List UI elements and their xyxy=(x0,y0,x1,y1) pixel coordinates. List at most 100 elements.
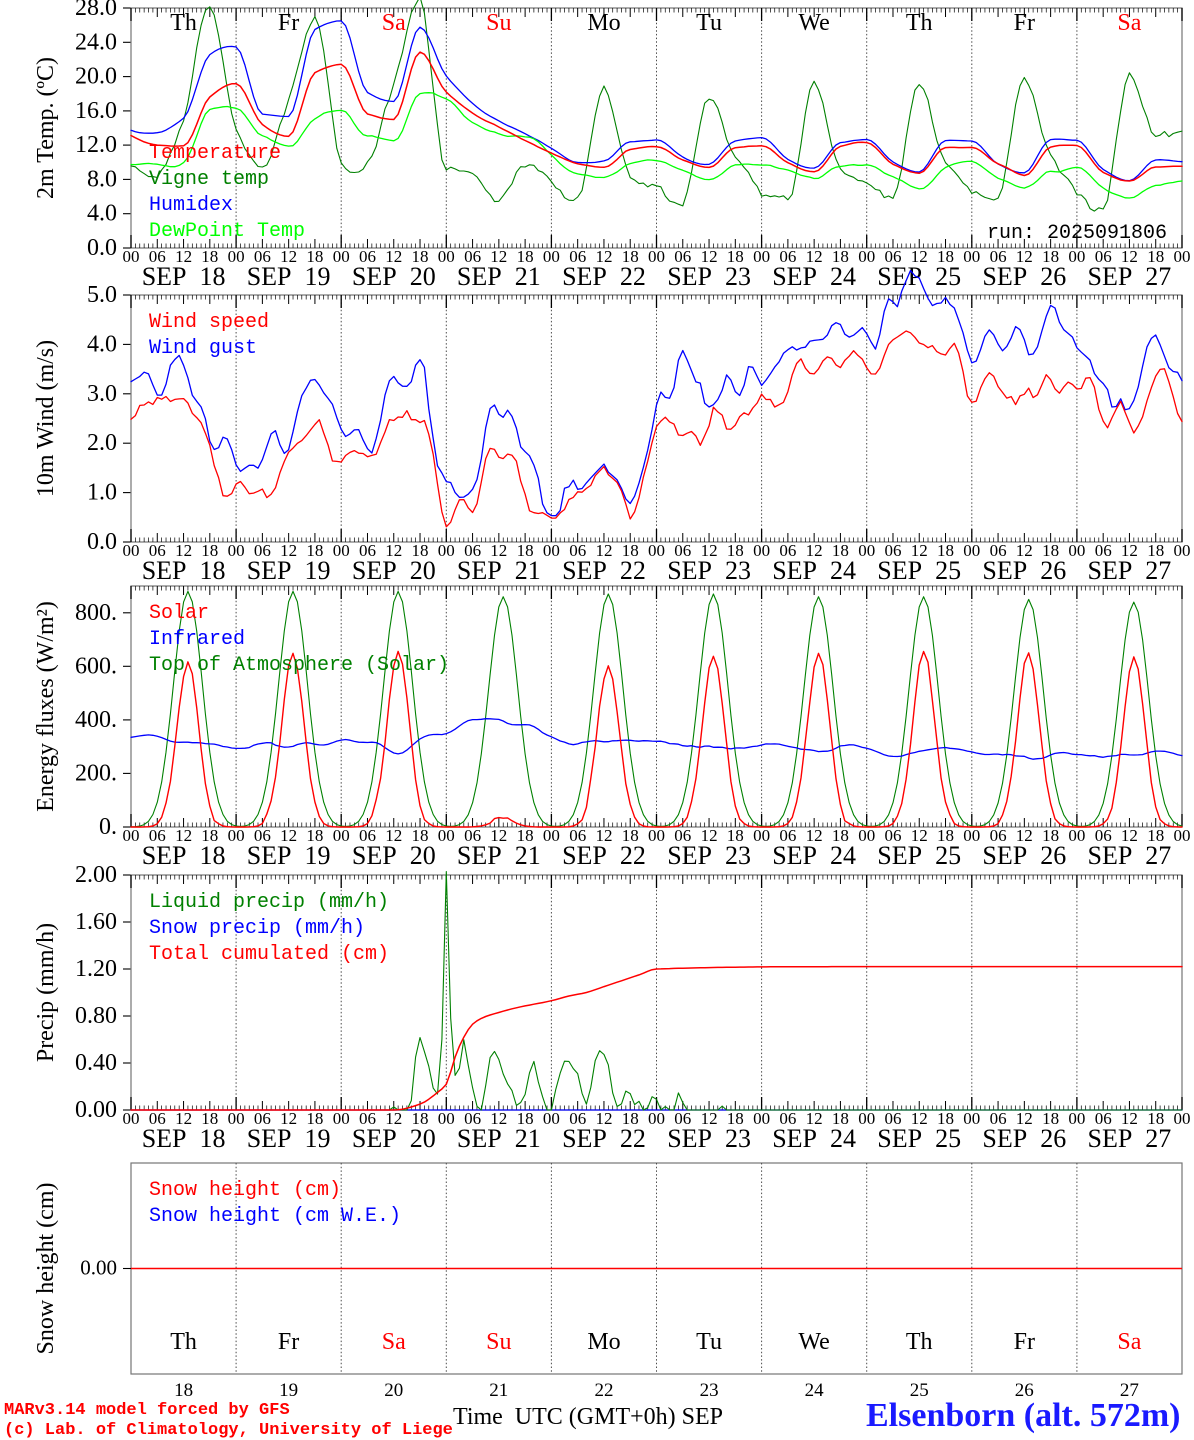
svg-text:00: 00 xyxy=(543,826,560,845)
svg-text:Fr: Fr xyxy=(1014,1329,1035,1355)
svg-text:00: 00 xyxy=(753,541,770,560)
svg-text:Tu: Tu xyxy=(696,1329,722,1355)
svg-text:00: 00 xyxy=(858,1109,875,1128)
svg-text:SEP 21: SEP 21 xyxy=(457,841,541,870)
svg-text:00: 00 xyxy=(963,826,980,845)
svg-text:SEP 19: SEP 19 xyxy=(247,841,331,870)
svg-text:0.40: 0.40 xyxy=(75,1050,117,1076)
svg-text:Mo: Mo xyxy=(587,1329,620,1355)
svg-text:1.20: 1.20 xyxy=(75,956,117,982)
svg-text:00: 00 xyxy=(1174,541,1191,560)
svg-text:23: 23 xyxy=(700,1380,719,1401)
svg-text:Fr: Fr xyxy=(1014,10,1035,36)
svg-text:00: 00 xyxy=(1174,247,1191,266)
svg-text:SEP 25: SEP 25 xyxy=(877,262,961,291)
svg-text:We: We xyxy=(798,1329,829,1355)
svg-text:Tu: Tu xyxy=(696,10,722,36)
svg-text:00: 00 xyxy=(1174,1109,1191,1128)
svg-text:Infrared: Infrared xyxy=(149,628,245,651)
svg-text:SEP 21: SEP 21 xyxy=(457,262,541,291)
svg-text:20: 20 xyxy=(384,1380,403,1401)
svg-text:18: 18 xyxy=(174,1380,193,1401)
svg-text:00: 00 xyxy=(753,1109,770,1128)
svg-text:SEP 21: SEP 21 xyxy=(457,1124,541,1153)
svg-text:Wind speed: Wind speed xyxy=(149,311,269,334)
svg-text:Fr: Fr xyxy=(278,1329,299,1355)
svg-text:00: 00 xyxy=(333,1109,350,1128)
svg-text:SEP 25: SEP 25 xyxy=(877,841,961,870)
svg-text:00: 00 xyxy=(963,541,980,560)
svg-text:Temperature: Temperature xyxy=(149,142,281,165)
svg-text:10m Wind (m/s): 10m Wind (m/s) xyxy=(33,340,59,497)
svg-text:00: 00 xyxy=(1068,541,1085,560)
svg-text:We: We xyxy=(798,10,829,36)
svg-text:00: 00 xyxy=(123,826,140,845)
svg-text:2m Temp. (ºC): 2m Temp. (ºC) xyxy=(33,57,59,199)
svg-text:Liquid precip (mm/h): Liquid precip (mm/h) xyxy=(149,891,389,914)
svg-text:0.00: 0.00 xyxy=(75,1097,117,1123)
svg-text:00: 00 xyxy=(228,826,245,845)
svg-text:8.0: 8.0 xyxy=(87,166,117,192)
svg-text:SEP 24: SEP 24 xyxy=(772,841,856,870)
svg-text:SEP 26: SEP 26 xyxy=(982,262,1066,291)
svg-text:SEP 23: SEP 23 xyxy=(667,262,751,291)
svg-text:00: 00 xyxy=(963,1109,980,1128)
svg-text:SEP 18: SEP 18 xyxy=(142,556,226,585)
svg-text:00: 00 xyxy=(123,247,140,266)
svg-text:1.0: 1.0 xyxy=(87,480,117,506)
svg-text:00: 00 xyxy=(228,1109,245,1128)
svg-text:600.: 600. xyxy=(75,653,117,679)
svg-text:00: 00 xyxy=(648,247,665,266)
svg-text:run: 2025091806: run: 2025091806 xyxy=(987,222,1167,245)
svg-text:SEP 25: SEP 25 xyxy=(877,1124,961,1153)
svg-text:SEP 26: SEP 26 xyxy=(982,841,1066,870)
svg-text:Vigne temp: Vigne temp xyxy=(149,168,269,191)
svg-text:SEP 23: SEP 23 xyxy=(667,556,751,585)
svg-text:SEP 25: SEP 25 xyxy=(877,556,961,585)
svg-text:12.0: 12.0 xyxy=(75,132,117,158)
svg-text:Th: Th xyxy=(906,10,933,36)
svg-text:00: 00 xyxy=(963,247,980,266)
svg-text:SEP 24: SEP 24 xyxy=(772,262,856,291)
svg-text:SEP 19: SEP 19 xyxy=(247,556,331,585)
svg-text:Su: Su xyxy=(486,1329,511,1355)
svg-text:Total cumulated (cm): Total cumulated (cm) xyxy=(149,943,389,966)
svg-text:Top of Atmosphere (Solar): Top of Atmosphere (Solar) xyxy=(149,654,449,677)
svg-text:00: 00 xyxy=(333,247,350,266)
svg-text:00: 00 xyxy=(648,541,665,560)
svg-text:Snow precip (mm/h): Snow precip (mm/h) xyxy=(149,917,365,940)
svg-text:00: 00 xyxy=(1174,826,1191,845)
svg-text:SEP 23: SEP 23 xyxy=(667,1124,751,1153)
svg-text:0.00: 0.00 xyxy=(80,1256,117,1280)
svg-text:Th: Th xyxy=(906,1329,933,1355)
svg-text:00: 00 xyxy=(648,1109,665,1128)
svg-text:00: 00 xyxy=(858,541,875,560)
svg-text:0.80: 0.80 xyxy=(75,1003,117,1029)
svg-text:DewPoint Temp: DewPoint Temp xyxy=(149,220,305,243)
svg-text:Wind gust: Wind gust xyxy=(149,337,257,360)
svg-text:Th: Th xyxy=(170,10,197,36)
svg-text:00: 00 xyxy=(1068,1109,1085,1128)
svg-text:SEP 24: SEP 24 xyxy=(772,1124,856,1153)
svg-text:SEP 20: SEP 20 xyxy=(352,556,436,585)
svg-text:0.: 0. xyxy=(99,814,117,840)
svg-text:Energy fluxes (W/m²): Energy fluxes (W/m²) xyxy=(33,601,59,812)
svg-text:2.0: 2.0 xyxy=(87,430,117,456)
svg-text:Sa: Sa xyxy=(382,10,406,36)
svg-text:4.0: 4.0 xyxy=(87,201,117,227)
svg-text:3.0: 3.0 xyxy=(87,381,117,407)
svg-text:Humidex: Humidex xyxy=(149,194,233,217)
svg-text:00: 00 xyxy=(648,826,665,845)
svg-text:Snow height (cm): Snow height (cm) xyxy=(149,1179,341,1202)
svg-text:Th: Th xyxy=(170,1329,197,1355)
svg-text:SEP 20: SEP 20 xyxy=(352,262,436,291)
svg-text:Snow height (cm): Snow height (cm) xyxy=(33,1183,59,1355)
svg-text:SEP 22: SEP 22 xyxy=(562,841,646,870)
svg-text:00: 00 xyxy=(543,1109,560,1128)
svg-text:SEP 24: SEP 24 xyxy=(772,556,856,585)
svg-text:SEP 18: SEP 18 xyxy=(142,262,226,291)
svg-text:21: 21 xyxy=(489,1380,508,1401)
svg-text:5.0: 5.0 xyxy=(87,282,117,308)
svg-text:800.: 800. xyxy=(75,600,117,626)
svg-text:400.: 400. xyxy=(75,707,117,733)
